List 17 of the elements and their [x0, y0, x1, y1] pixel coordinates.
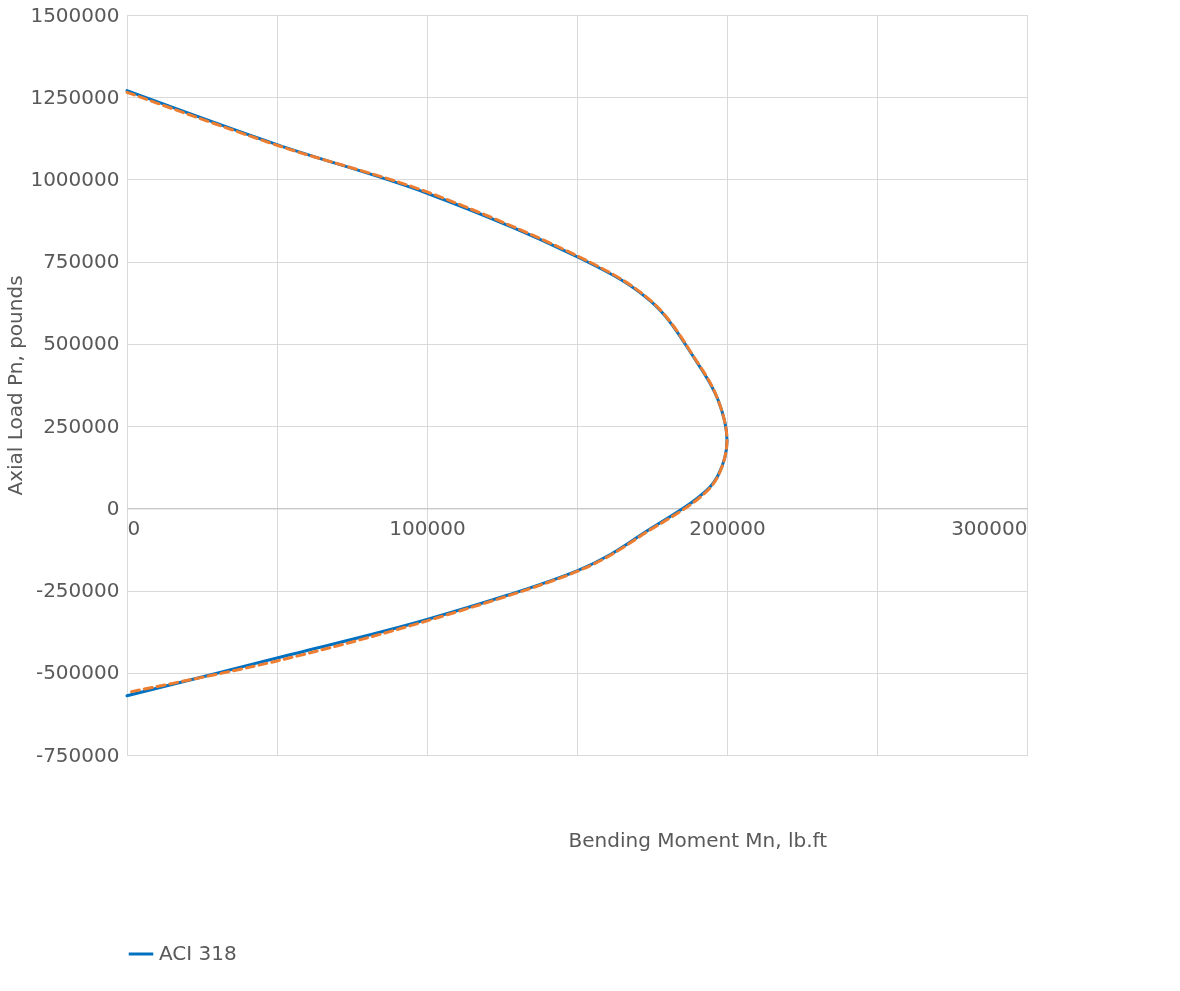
y-tick-label: -500000 — [35, 660, 120, 685]
x-tick-label: 100000 — [389, 515, 466, 540]
y-tick-label: 750000 — [43, 249, 120, 274]
y-tick-label: 500000 — [43, 331, 120, 356]
y-tick-label: -250000 — [35, 578, 120, 603]
y-axis-title: Axial Load Pn, pounds — [3, 275, 28, 496]
y-tick-label: 0 — [106, 495, 120, 520]
y-tick-label: 1500000 — [30, 2, 120, 27]
x-tick-label: 300000 — [951, 515, 1028, 540]
x-tick-label: 200000 — [689, 515, 766, 540]
y-tick-label: 250000 — [43, 413, 120, 438]
x-tick-label: 0 — [127, 515, 141, 540]
y-tick-label: 1000000 — [30, 166, 120, 191]
y-tick-label: 1250000 — [30, 84, 120, 109]
legend-label: ACI 318 — [159, 941, 237, 965]
y-tick-label: -750000 — [35, 742, 120, 767]
x-axis-title: Bending Moment Mn, lb.ft — [568, 827, 828, 852]
